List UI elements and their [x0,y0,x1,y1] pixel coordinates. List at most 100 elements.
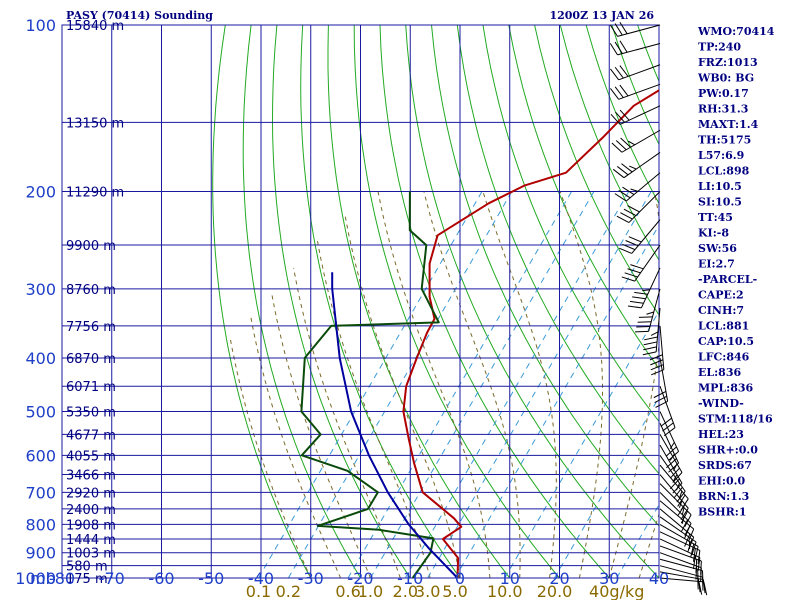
chart-title: PASY (70414) Sounding [66,9,213,22]
height-label: 8760 m [66,283,116,298]
height-label: 1444 m [66,533,116,548]
dry-adiabat-line [405,25,659,578]
height-label: 175 m [66,572,108,587]
wind-barb [621,244,661,282]
temperature-tick-label: 30 [599,569,619,588]
mixing-ratio-label: 40g/kg [589,582,644,600]
temperature-tick-label: -70 [99,569,125,588]
height-label: 1908 m [66,518,116,533]
index-item: CINH:7 [698,304,744,317]
height-label: 4677 m [66,428,116,443]
height-label: 7756 m [66,320,116,335]
mixing-ratio-label: 1.0 [358,582,383,600]
temperature-tick-label: -30 [298,569,324,588]
plot-frame [61,24,660,579]
dry-adiabat-line [327,25,511,578]
moist-adiabat-line [250,315,342,578]
index-item: CAPE:2 [698,289,744,302]
index-item: HEL:23 [698,428,744,441]
mixing-ratio-labels: 0.1 0.2 0.61.0 2.03.0 5.0 10.0 20.0 40g/kg [246,582,645,600]
mixing-ratio-line [454,224,659,578]
wind-barb [659,558,704,585]
index-item: L57:6.9 [698,149,744,162]
index-item: LCL:881 [698,320,749,333]
mixing-ratio-label: 0.1 [246,582,271,600]
mixing-ratio-label: 5.0 [442,582,467,600]
wind-barb [609,40,661,56]
temperature-axis-labels: -80 -70 -60 -50 -40 -30 -20 -10 0 10 20 30 40 [49,569,669,588]
temperature-tick-label: -10 [397,569,423,588]
mixing-ratio-line [287,191,513,578]
index-item: FRZ:1013 [698,56,758,69]
temperature-tick-label: 0 [455,569,465,588]
mixing-ratio-line [404,191,630,578]
wind-barb [612,152,661,179]
mixing-ratio-line [370,191,595,578]
pressure-tick-label: 200 [25,182,56,201]
index-item: MPL:836 [698,382,754,395]
index-item: STM:118/16 [698,413,773,426]
grid [61,24,660,579]
index-item: LCL:898 [698,165,750,178]
index-item: TP:240 [698,41,741,54]
temperature-tick-label: -60 [148,569,174,588]
pressure-tick-label: 800 [25,515,56,534]
temperature-tick-label: 20 [549,569,569,588]
index-item: CAP:10.5 [698,335,754,348]
height-label: 13150 m [66,116,124,131]
dry-adiabat-line [379,25,610,578]
parcel-line [331,272,459,578]
wind-barb [618,219,661,254]
pressure-tick-label: 300 [25,280,56,299]
index-item: SRDS:67 [698,459,752,472]
chart-timestamp: 1200Z 13 JAN 26 [549,9,654,22]
moist-adiabat-line [608,191,659,578]
pressure-tick-label: 900 [25,544,56,563]
index-item: MAXT:1.4 [698,118,759,131]
height-label: 2400 m [66,503,116,518]
height-label: 9900 m [66,239,116,254]
index-item: RH:31.3 [698,103,748,116]
wind-barb [627,267,661,309]
dewpoint-line [300,191,440,578]
index-item: TT:45 [698,211,733,224]
x-axis-unit-label: mb [30,569,56,588]
height-labels: 15840 m 13150 m 11290 m 9900 m 8760 m 7756 m 6… [66,19,124,587]
wind-barb [611,129,661,153]
wind-barb [635,288,661,333]
temperature-tick-label: 40 [649,569,669,588]
index-item: EL:836 [698,366,741,379]
index-item: KI:-8 [698,227,729,240]
wind-barb [649,325,665,376]
mixing-ratio-label: 2.0 [393,582,418,600]
index-item: LFC:846 [698,351,750,364]
mixing-ratio-label: 0.6 [335,582,360,600]
height-label: 580 m [66,560,108,575]
index-item: WB0: BG [697,72,754,85]
temperature-tick-label: -20 [347,569,373,588]
mixing-ratio-label: 0.2 [276,582,301,600]
index-item: BSHR:1 [698,506,747,519]
wind-barb [659,483,692,527]
moist-adiabat-line [638,512,659,578]
temperature-tick-label: -80 [49,569,75,588]
pressure-tick-label: 100 [25,16,56,35]
dry-adiabat-line [353,25,561,578]
index-item: -PARCEL- [698,273,757,286]
dry-adiabat-line [456,25,659,475]
height-label: 1003 m [66,547,116,562]
pressure-tick-label: 500 [25,403,56,422]
moist-adiabat-line [559,191,603,578]
index-item: PW:0.17 [698,87,749,100]
height-label: 2920 m [66,486,116,501]
pressure-tick-label: 700 [25,483,56,502]
height-label: 15840 m [66,19,124,34]
wind-barbs [609,22,708,596]
profile-series [300,89,659,578]
index-item: LI:10.5 [698,180,742,193]
index-item: SI:10.5 [698,196,742,209]
wind-barb [659,423,680,473]
dry-adiabat-line [482,25,659,423]
